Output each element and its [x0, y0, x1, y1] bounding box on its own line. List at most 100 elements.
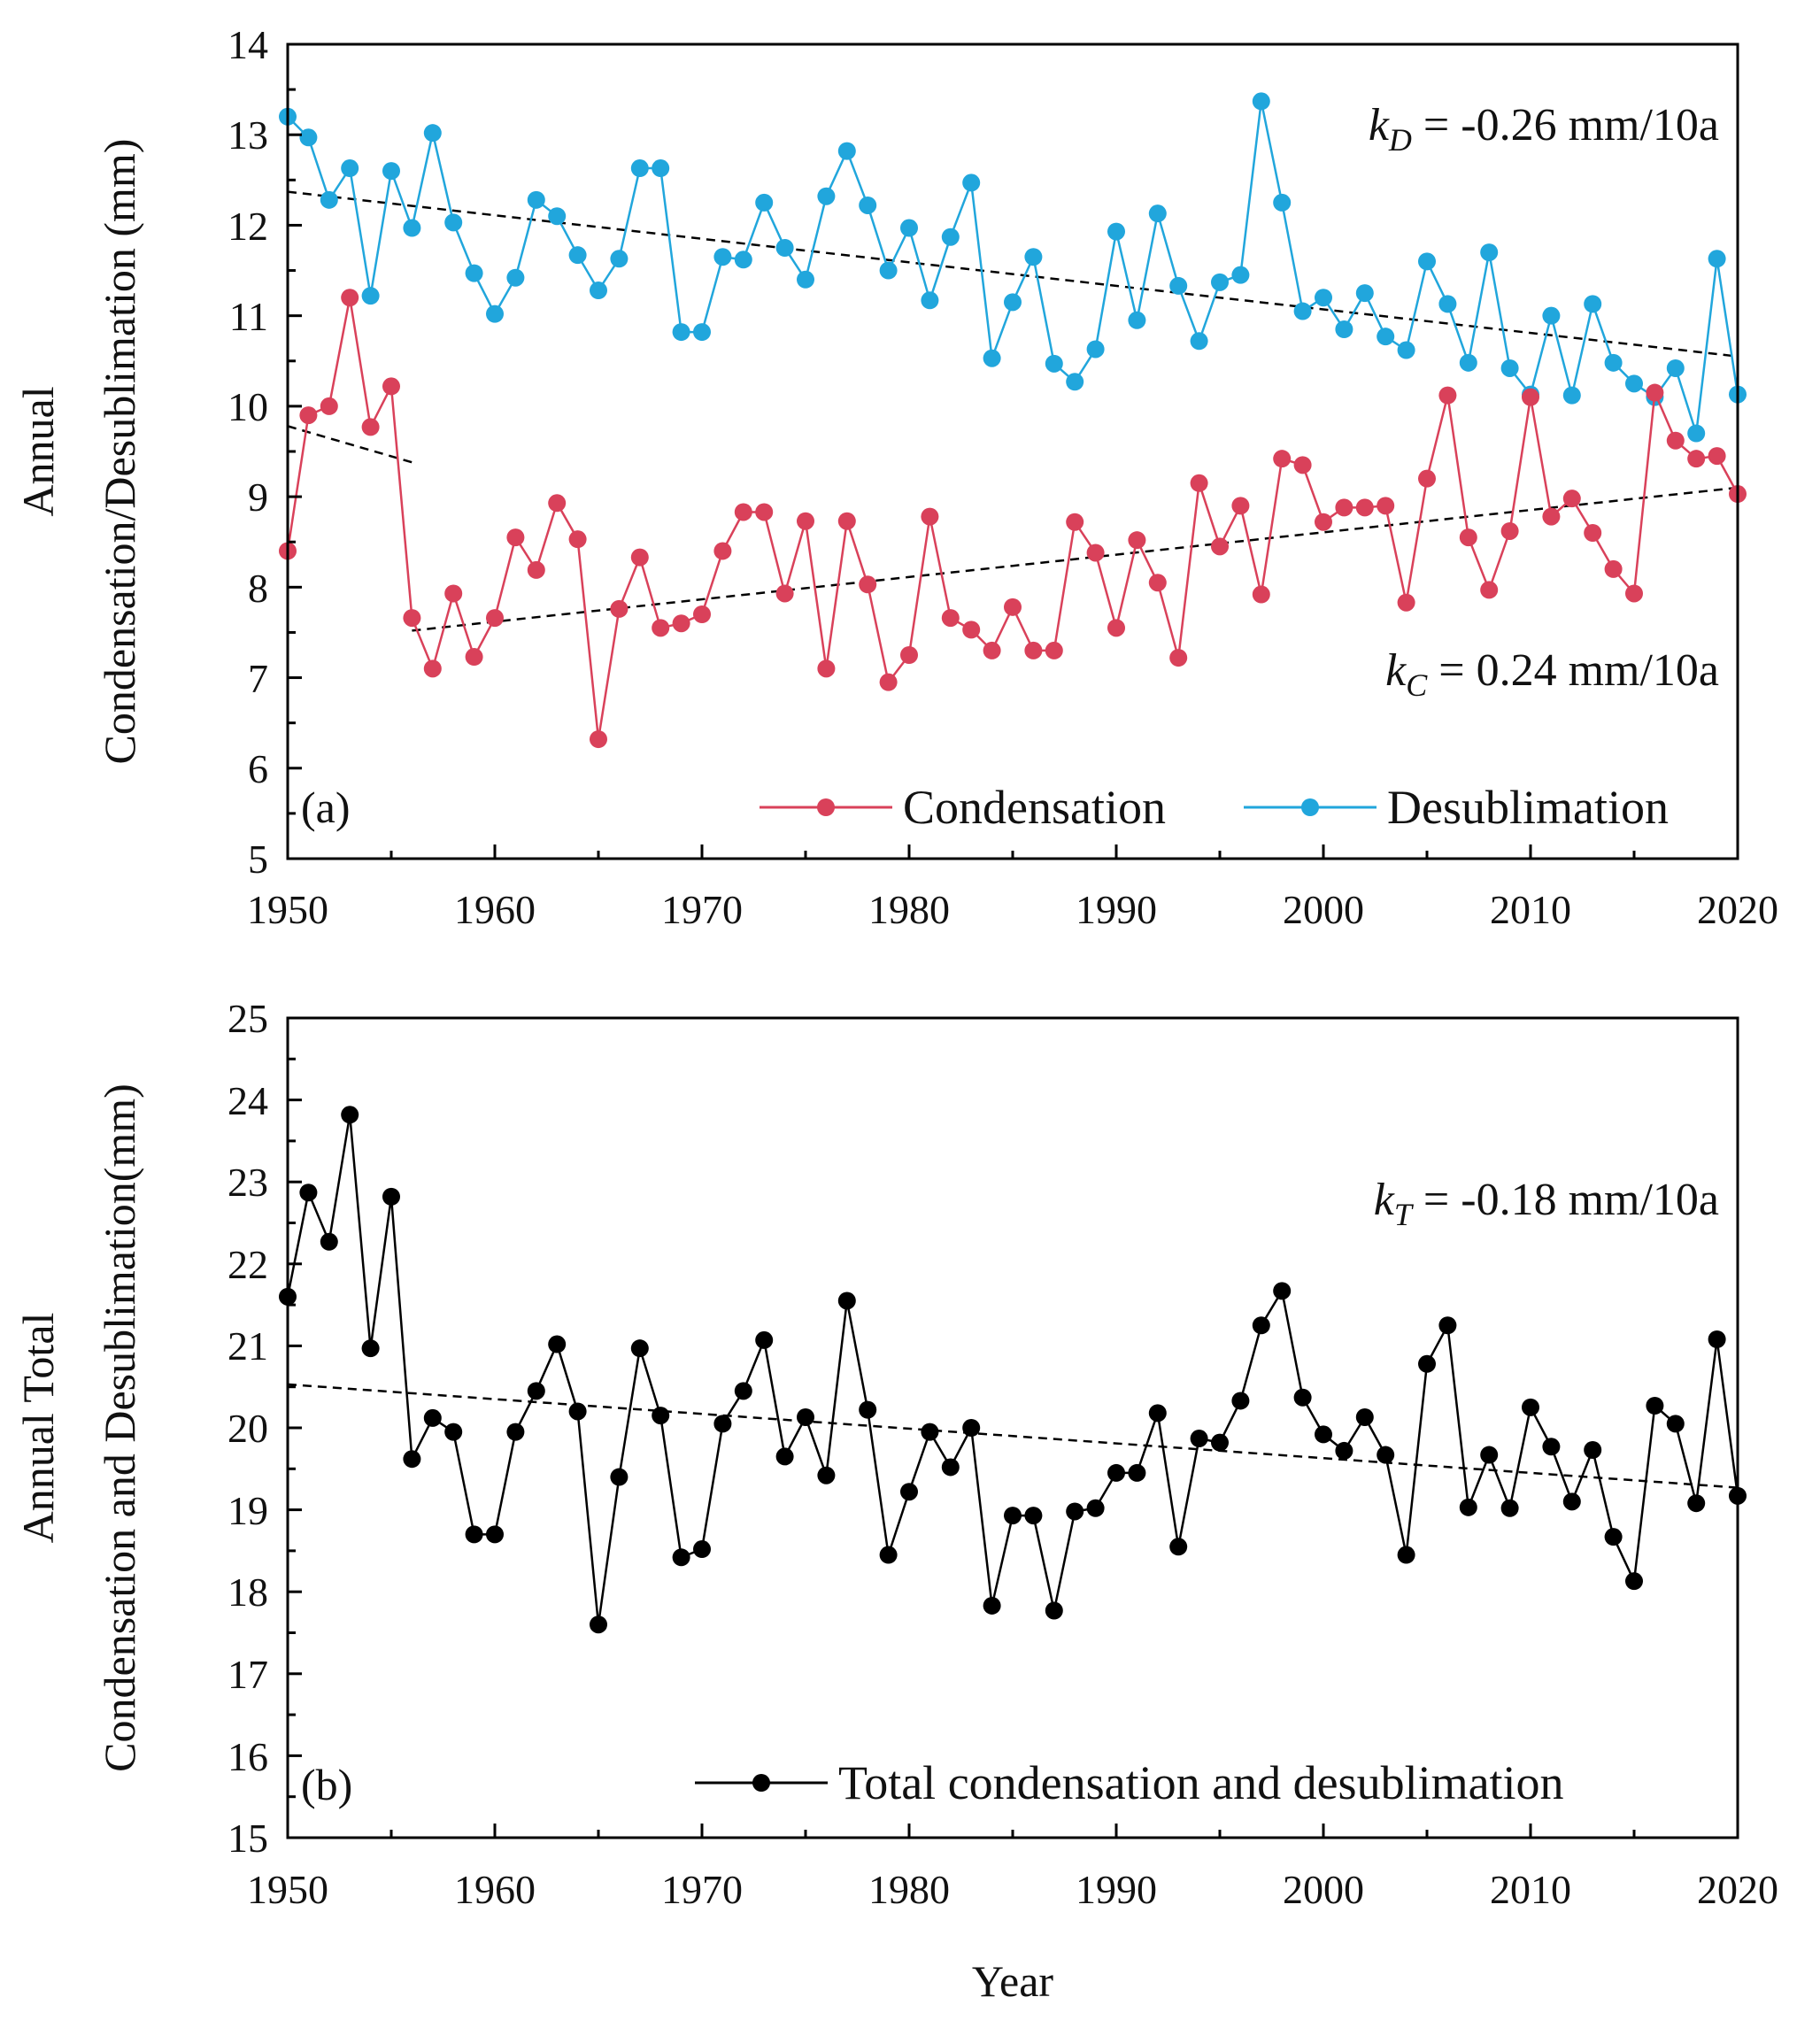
data-point: [1315, 289, 1332, 307]
data-point: [1397, 593, 1415, 612]
data-point: [1231, 266, 1250, 284]
panel-b-x-tick-labels: 1950 1960 1970 1980 1990 2000 2010 2020: [247, 1867, 1778, 1912]
data-point: [382, 162, 400, 181]
data-point: [341, 159, 359, 178]
data-point: [900, 1483, 918, 1501]
data-point: [837, 1292, 856, 1310]
data-point: [797, 270, 814, 289]
kc-annotation: kC = 0.24 mm/10a: [1385, 645, 1719, 703]
data-point: [775, 239, 794, 257]
a-x-tick-label: 1980: [868, 887, 950, 932]
data-point: [1500, 521, 1519, 540]
data-point: [1315, 513, 1332, 531]
data-point: [693, 323, 711, 342]
data-point: [1666, 1415, 1685, 1433]
data-point: [527, 190, 545, 209]
data-point: [423, 659, 442, 678]
legend-total-label: Total condensation and desublimation: [838, 1756, 1564, 1809]
data-point: [1169, 649, 1188, 667]
data-point: [1625, 374, 1643, 393]
data-point: [486, 305, 504, 323]
b-y-tick-label: 22: [228, 1242, 268, 1287]
data-point: [1397, 1546, 1415, 1564]
data-point: [1169, 276, 1188, 295]
data-point: [630, 1339, 649, 1358]
data-point: [1377, 328, 1395, 346]
panel-a-label: (a): [301, 783, 351, 832]
data-point: [859, 196, 877, 214]
condensation-series: [279, 289, 1747, 749]
legend-condensation-label: Condensation: [903, 781, 1166, 834]
data-point: [797, 512, 814, 530]
data-point: [486, 609, 504, 628]
data-point: [1562, 1492, 1581, 1511]
a-y-axis-title-line2: Condensation/Desublimation (mm): [95, 139, 144, 765]
panel-b-plot-frame: [286, 1016, 1739, 1839]
data-point: [1459, 528, 1477, 547]
data-point: [1148, 574, 1167, 592]
data-point: [1211, 273, 1229, 291]
data-point: [879, 1546, 898, 1564]
data-point: [361, 418, 380, 436]
data-point: [1293, 302, 1312, 320]
data-point: [1211, 537, 1229, 556]
a-y-tick-label: 14: [228, 22, 268, 67]
data-point: [1584, 295, 1602, 313]
panel-b-ticks: [286, 1016, 1739, 1839]
data-point: [1148, 204, 1167, 223]
data-point: [1004, 598, 1022, 616]
a-x-tick-label: 2020: [1697, 887, 1778, 932]
panel-a-x-tick-labels: 1950 1960 1970 1980 1990 2000 2010 2020: [247, 887, 1778, 932]
data-point: [1190, 332, 1208, 351]
data-point: [1666, 359, 1685, 377]
data-point: [1687, 450, 1706, 468]
data-point: [1045, 354, 1063, 373]
data-point: [1418, 1354, 1436, 1373]
data-point: [506, 268, 525, 287]
data-point: [1066, 373, 1084, 391]
b-y-tick-label: 16: [228, 1734, 268, 1779]
a-x-tick-label: 2010: [1490, 887, 1571, 932]
data-point: [755, 193, 774, 212]
panel-b: 15 16 17 18 19 20 21 22 23 24 25 1950 19…: [13, 996, 1778, 2006]
legend-condensation-marker: [817, 798, 835, 816]
data-point: [1252, 92, 1270, 111]
data-point: [817, 187, 836, 205]
data-point: [1086, 340, 1105, 359]
trend-line: [412, 486, 1739, 632]
panel-a-plot-frame: [286, 42, 1739, 860]
data-point: [1293, 1388, 1312, 1407]
data-point: [299, 128, 318, 147]
a-y-tick-label: 6: [248, 746, 268, 791]
data-point: [1107, 222, 1125, 241]
data-point: [672, 614, 690, 633]
b-x-tick-label: 1990: [1076, 1867, 1157, 1912]
trend-line: [287, 190, 1739, 358]
data-point: [1107, 1463, 1125, 1482]
data-point: [1004, 293, 1022, 312]
data-point: [548, 494, 567, 513]
legend-desublimation-label: Desublimation: [1387, 781, 1669, 834]
data-point: [341, 289, 359, 307]
data-point: [568, 246, 587, 265]
a-x-tick-label: 1990: [1076, 887, 1157, 932]
data-point: [921, 291, 939, 310]
a-y-tick-label: 5: [248, 837, 268, 882]
kd-annotation: kD = -0.26 mm/10a: [1369, 100, 1719, 158]
data-point: [921, 507, 939, 526]
data-point: [879, 673, 898, 691]
data-point: [1562, 386, 1581, 405]
data-point: [713, 248, 732, 266]
data-point: [361, 1339, 380, 1358]
data-point: [1708, 447, 1726, 466]
data-point: [713, 1415, 732, 1433]
data-point: [1273, 193, 1292, 212]
data-point: [1148, 1404, 1167, 1423]
data-point: [630, 548, 649, 567]
data-point: [630, 159, 649, 178]
data-point: [962, 1419, 981, 1437]
data-point: [1335, 1441, 1353, 1460]
data-point: [527, 1382, 545, 1400]
b-x-tick-label: 2000: [1283, 1867, 1364, 1912]
b-y-tick-label: 24: [228, 1078, 268, 1123]
